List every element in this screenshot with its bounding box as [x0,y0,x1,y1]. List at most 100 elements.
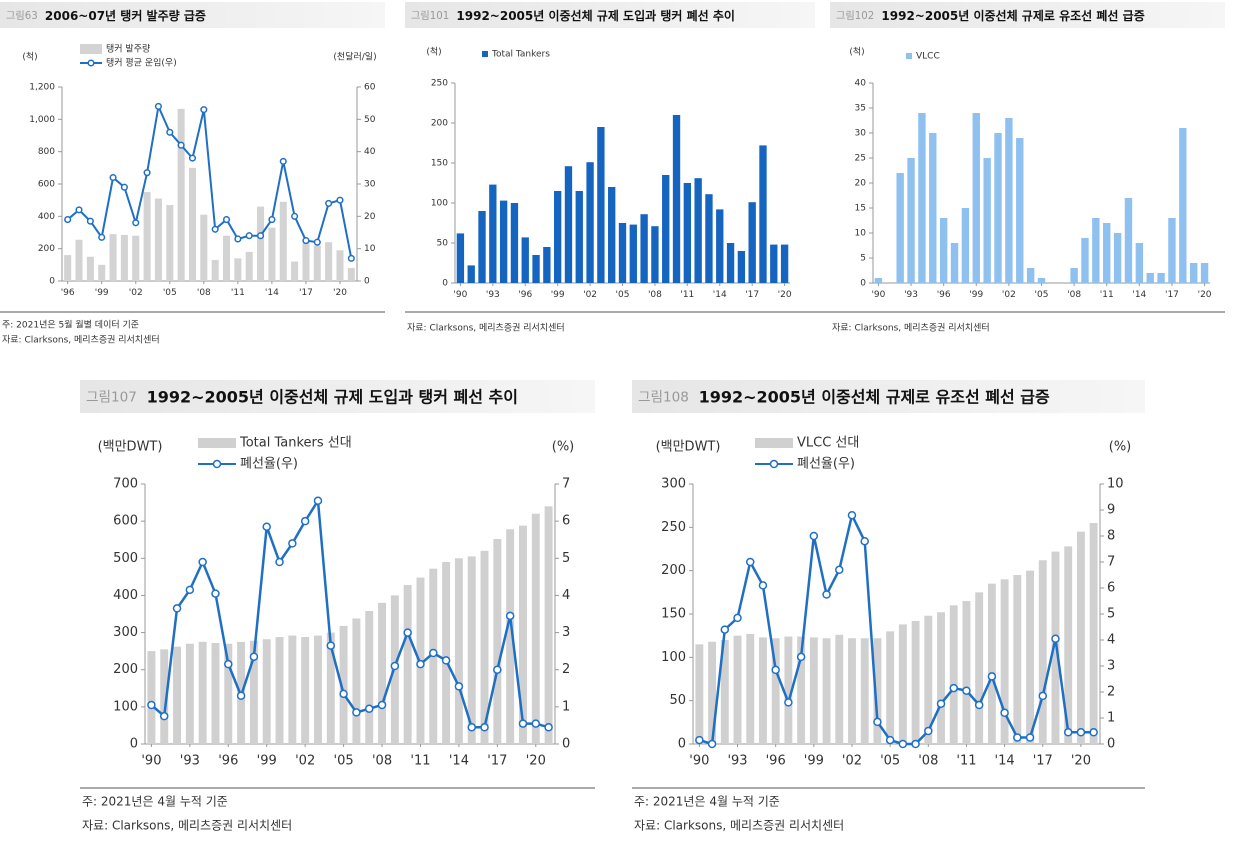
bar [291,261,299,281]
legend-swatch [906,53,912,59]
x-tick-label: '11 [680,290,694,300]
line-marker [347,254,355,262]
bar [154,198,162,281]
bar [467,265,475,283]
y-tick-label: 10 [855,229,867,239]
bar [929,133,937,283]
bar [336,250,344,281]
bar [1081,238,1089,283]
line-marker [544,723,553,732]
y-tick-label: 600 [113,514,138,529]
line-marker [109,173,117,182]
x-tick-label: '17 [1033,753,1053,768]
line-marker [313,496,323,505]
y-tick-label: 400 [113,588,138,603]
line-marker [245,232,253,240]
y2-tick-label: 7 [1107,555,1115,570]
bar [510,203,519,283]
y2-tick-label: 20 [364,212,376,222]
title-text: 1992~2005년 이중선체 규제로 유조선 폐선 급증 [881,8,1144,23]
bar [662,175,670,283]
x-tick-label: '11 [1100,290,1114,300]
line-marker [885,735,895,745]
y2-tick-label: 1 [562,699,570,714]
line-marker [236,691,246,700]
bar [575,191,583,283]
note: 자료: Clarksons, 메리츠증권 리서치센터 [634,819,844,833]
x-tick-label: '96 [766,753,786,768]
x-tick-label: '11 [410,753,430,768]
line-marker [377,700,387,710]
bar [896,173,904,283]
line-marker [185,585,195,595]
x-tick-label: '93 [486,290,500,300]
y2-tick-label: 30 [364,180,376,190]
line-marker [784,698,793,707]
bar [873,638,882,744]
bar [257,206,265,281]
y-tick-label: 50 [669,693,686,708]
bar [759,637,767,744]
title-bar [80,380,595,413]
note: 주: 2021년은 4월 누적 기준 [634,795,780,809]
bar [211,259,219,281]
y-tick-label: 200 [661,563,686,578]
y-tick-label: 35 [855,104,866,114]
legend-marker [769,459,779,469]
bar [1037,278,1046,283]
x-tick-label: '90 [453,290,467,300]
bar [75,239,83,281]
bar [325,242,333,281]
legend-label: Total Tankers [491,50,550,60]
bar [302,240,310,281]
bar [564,166,573,283]
line-marker [300,516,310,526]
bar [618,223,627,283]
line-marker [200,106,208,114]
line-marker [758,581,768,590]
line-marker [326,641,336,650]
legend-swatch [80,44,102,54]
y-tick-label: 300 [661,477,686,492]
x-tick-label: '17 [487,753,507,768]
y2-tick-label: 6 [562,514,570,529]
title-bar [632,380,1145,413]
y2-tick-label: 6 [1107,581,1115,596]
bar [223,235,231,281]
y2-tick-label: 50 [364,115,376,125]
x-tick-label: '20 [1198,290,1212,300]
bar [120,234,128,281]
bar [1189,263,1198,283]
bar [543,247,551,283]
figure: 그림63 2006~07년 탱커 발주량 급증02004006008001,000… [0,2,385,346]
bar [835,634,844,744]
x-tick-label: '14 [995,753,1015,768]
y2-axis-label: (%) [552,440,575,455]
x-tick-label: '99 [257,753,277,768]
legend-label: 폐선율(우) [797,457,855,472]
line-marker [416,659,425,669]
line-marker [720,625,730,634]
bar [1092,218,1100,283]
y2-tick-label: 7 [562,477,570,492]
legend-swatch [198,438,236,448]
bar [109,234,117,281]
bar [185,643,194,744]
y-tick-label: 0 [49,277,55,287]
bar [506,529,515,744]
bar [480,550,489,744]
bar [848,638,856,744]
bar [797,636,806,744]
y-tick-label: 100 [431,199,448,209]
line-marker [847,510,857,520]
bar [143,192,151,281]
bar [531,513,540,744]
line-marker [132,219,140,227]
x-tick-label: '08 [1067,290,1081,300]
line-marker [1013,733,1022,742]
title-bar [405,2,815,28]
line-marker [211,589,220,598]
line-marker [1025,733,1035,742]
bar [262,639,271,744]
